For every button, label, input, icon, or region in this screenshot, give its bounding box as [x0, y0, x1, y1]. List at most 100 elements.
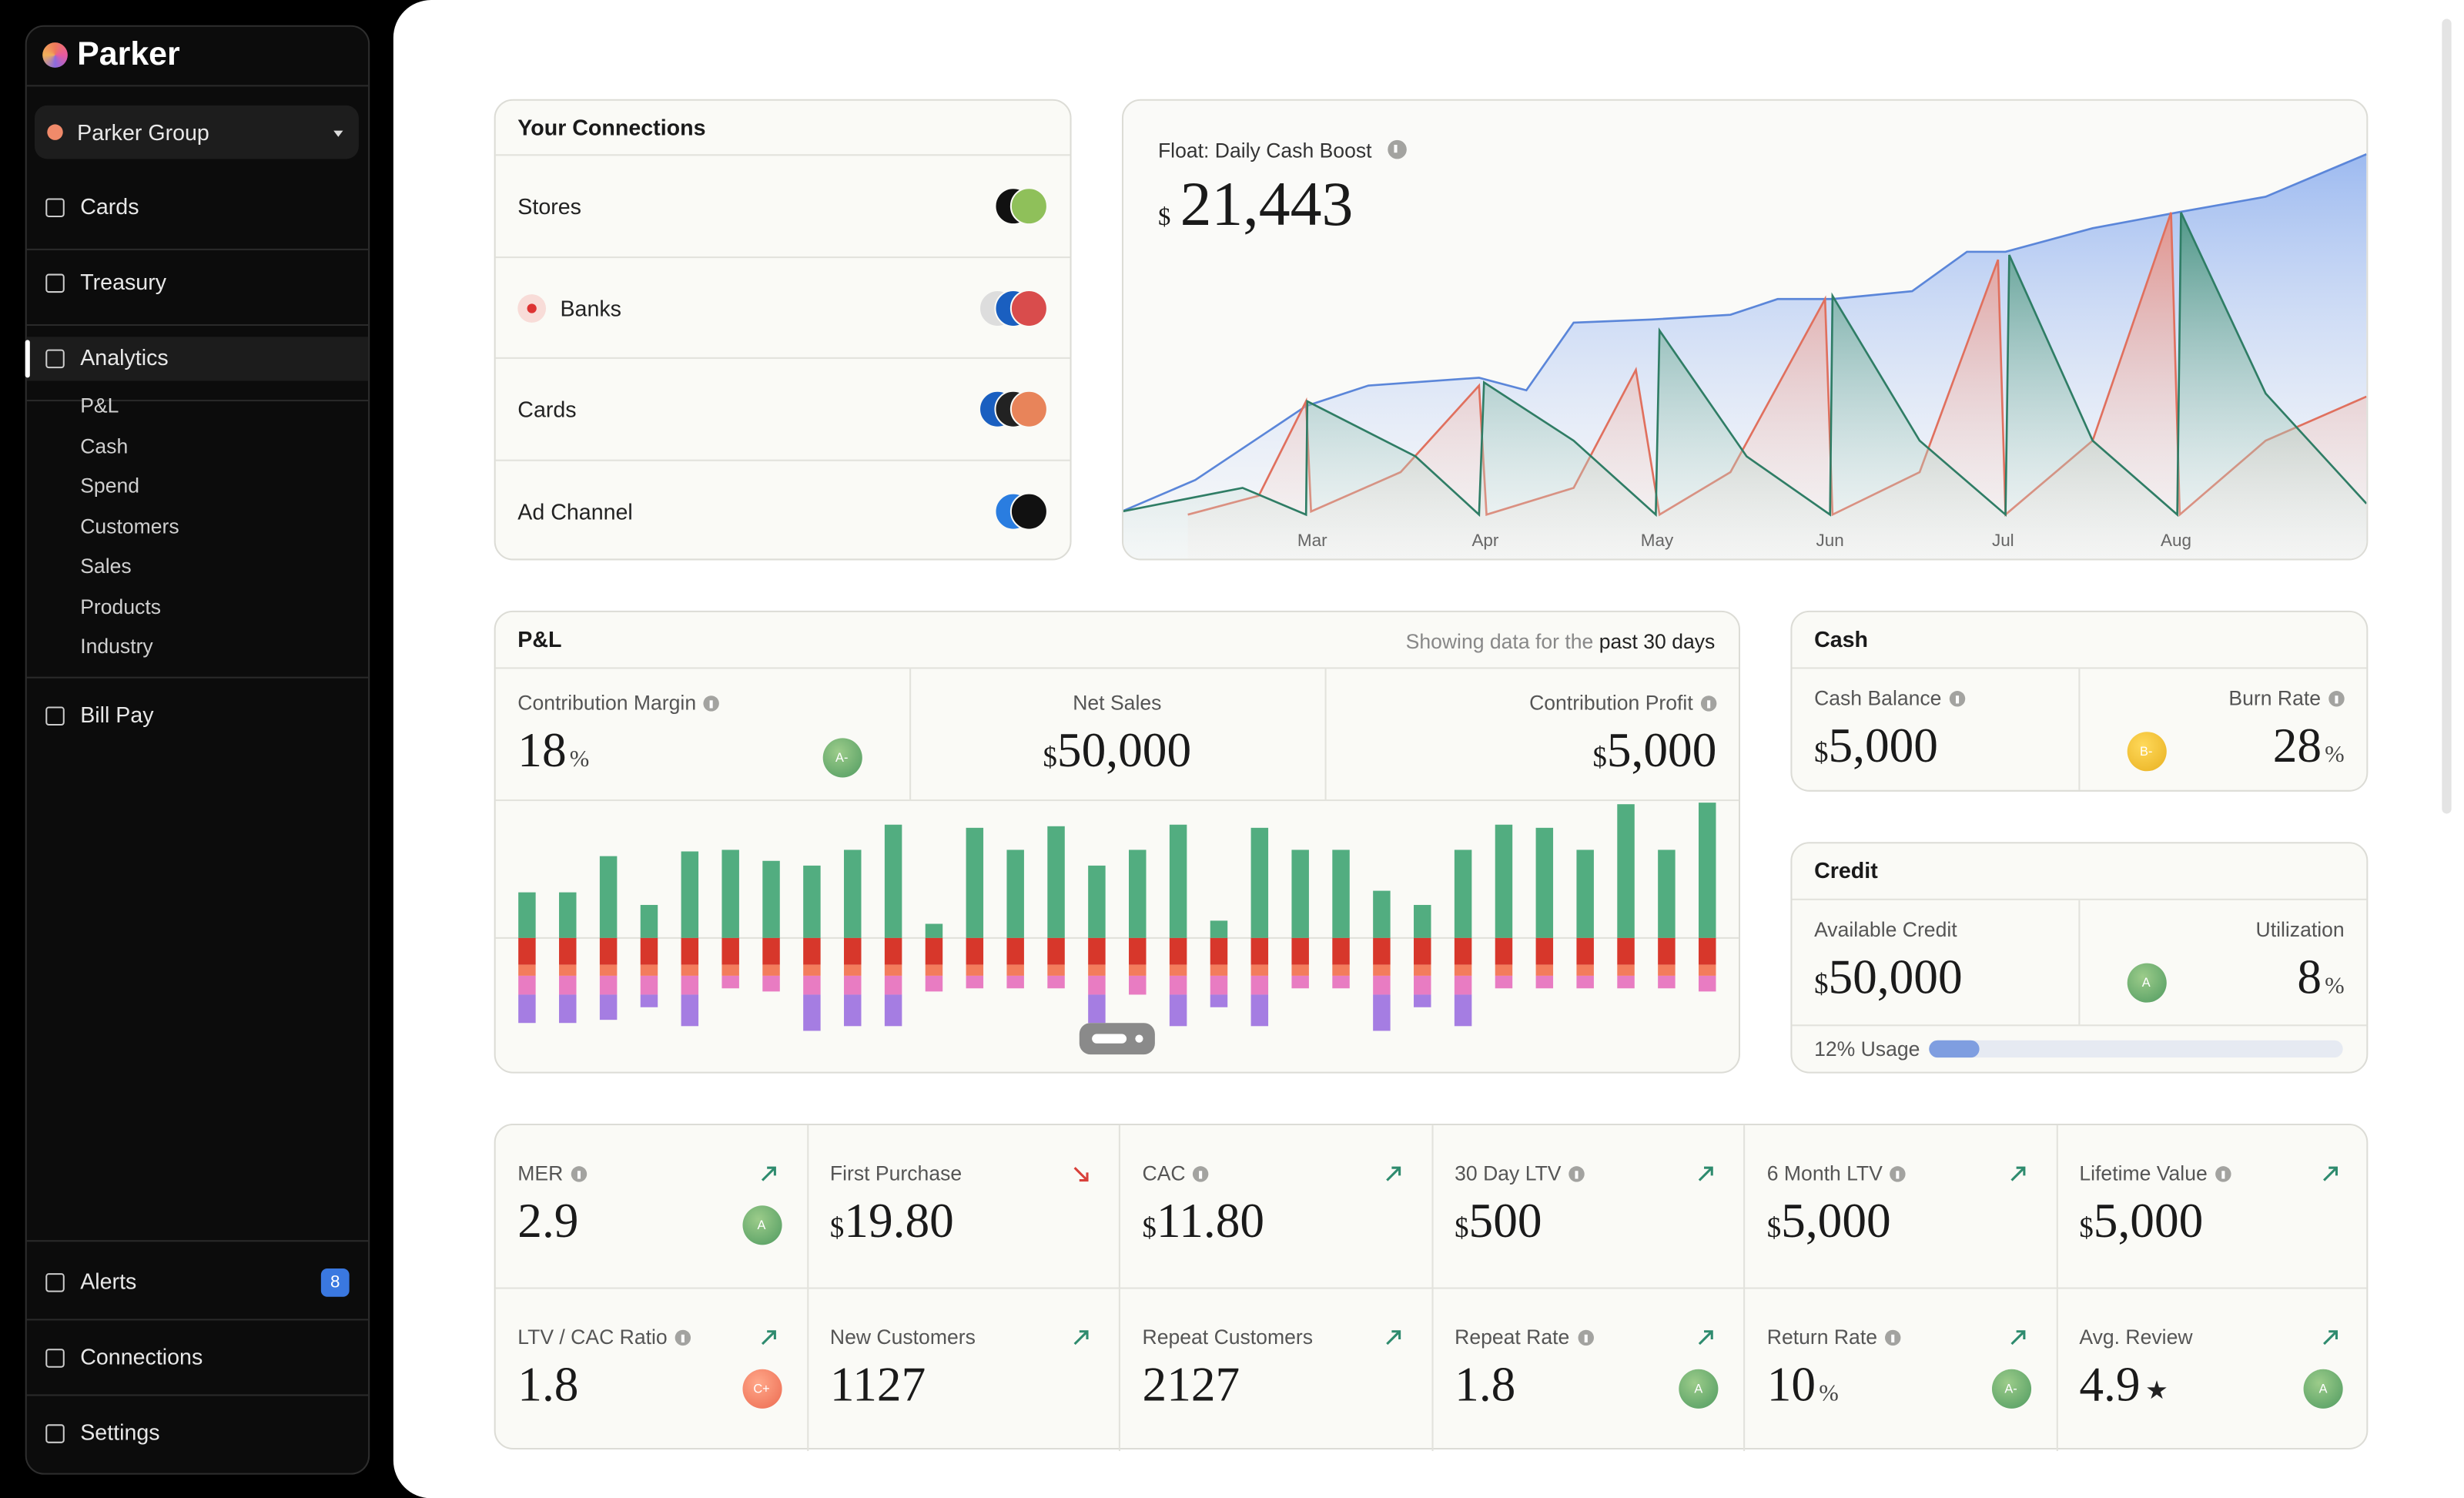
metric-label: MER	[517, 1161, 587, 1187]
info-icon[interactable]	[1890, 1166, 1907, 1182]
trend-arrow	[2010, 1330, 2026, 1346]
label-text: Available Credit	[1814, 917, 1957, 941]
arrow-head	[767, 1330, 776, 1339]
bar-segment	[884, 964, 902, 976]
bar-segment	[1535, 975, 1554, 989]
value: 19.80	[844, 1192, 954, 1248]
sub-nav-item[interactable]: Industry	[80, 634, 153, 659]
grade-badge: A	[1679, 1368, 1719, 1408]
divider	[26, 323, 369, 326]
bar-segment	[1373, 964, 1391, 976]
metric-label: Cash Balance	[1814, 686, 1966, 712]
connection-label[interactable]: Banks	[560, 295, 621, 320]
info-icon[interactable]	[1949, 691, 1966, 707]
pnl-card	[494, 610, 1741, 1074]
bar-segment	[1414, 904, 1431, 938]
info-icon[interactable]	[1700, 695, 1717, 712]
bar-segment	[1129, 850, 1147, 938]
sub-nav-item[interactable]: Products	[80, 594, 162, 618]
x-tick-label: Apr	[1471, 531, 1498, 550]
scrollbar[interactable]	[2442, 18, 2452, 814]
bar-segment	[1373, 937, 1391, 965]
metric-label: Burn Rate	[2228, 686, 2345, 712]
trend-arrow	[1698, 1166, 1713, 1181]
bar-segment	[1454, 994, 1472, 1027]
info-icon[interactable]	[1387, 139, 1407, 159]
bar-segment	[1454, 964, 1472, 976]
sub-nav-item[interactable]: Customers	[80, 514, 179, 538]
bar-segment	[1617, 937, 1635, 965]
connection-label[interactable]: Cards	[517, 396, 577, 422]
bar-segment	[1047, 826, 1065, 938]
nav-item[interactable]: Analytics	[80, 344, 169, 370]
bar-segment	[518, 964, 536, 976]
info-icon[interactable]	[704, 695, 720, 712]
value: 28	[2272, 717, 2322, 773]
info-icon[interactable]	[2328, 691, 2345, 707]
bar-segment	[1169, 994, 1187, 1027]
sub-nav-item[interactable]: Spend	[80, 474, 140, 498]
divider	[2055, 1125, 2057, 1288]
info-icon[interactable]	[1885, 1329, 1901, 1346]
bar-segment	[1047, 964, 1065, 976]
bar-segment	[640, 937, 658, 965]
arrow-shaft	[1073, 1330, 1089, 1346]
bar-segment	[1332, 850, 1350, 938]
divider	[495, 667, 1739, 669]
metric-value: 2.9	[517, 1193, 578, 1250]
metric-label: Return Rate	[1767, 1325, 1901, 1351]
nav-item[interactable]: Settings	[80, 1419, 160, 1445]
sub-nav-item[interactable]: Cash	[80, 433, 129, 457]
connections-card	[494, 99, 1072, 561]
area-line	[1123, 153, 2367, 513]
arrow-head	[767, 1166, 776, 1176]
info-icon[interactable]	[2215, 1166, 2231, 1182]
unit: %	[569, 747, 590, 773]
info-icon[interactable]	[675, 1329, 691, 1346]
divider	[26, 400, 369, 402]
nav-item[interactable]: Connections	[80, 1344, 203, 1369]
scroll-handle[interactable]	[1079, 1023, 1155, 1055]
label-text: Return Rate	[1766, 1325, 1877, 1349]
divider	[2078, 669, 2081, 790]
arrow-head	[1079, 1330, 1089, 1339]
metric-value: 18%	[517, 722, 589, 789]
info-icon[interactable]	[571, 1166, 587, 1182]
trend-arrow	[1386, 1166, 1401, 1181]
usage-fill	[1929, 1040, 1979, 1058]
bar-segment	[1332, 975, 1350, 989]
divider	[26, 1394, 369, 1396]
card-title: Your Connections	[517, 115, 706, 140]
nav-item[interactable]: Cards	[80, 193, 139, 220]
org-select[interactable]	[34, 105, 359, 159]
grade-badge: A-	[1990, 1368, 2031, 1408]
divider	[495, 154, 1070, 156]
connection-label[interactable]: Stores	[517, 193, 581, 220]
nav-item[interactable]: Treasury	[80, 269, 167, 295]
arrow-head	[1391, 1166, 1401, 1176]
value: 5,000	[1828, 717, 1938, 773]
info-icon[interactable]	[1568, 1166, 1585, 1182]
nav-item[interactable]: Alerts	[80, 1268, 137, 1294]
label-text: Avg. Review	[2079, 1325, 2193, 1349]
value: 11.80	[1156, 1192, 1265, 1248]
nav-item[interactable]: Bill Pay	[80, 702, 154, 728]
trend-arrow	[2010, 1166, 2026, 1181]
note: Showing data for the	[1405, 629, 1594, 654]
metric-value: $5,000	[1592, 722, 1716, 786]
bar-segment	[966, 964, 984, 976]
info-icon[interactable]	[1577, 1329, 1593, 1346]
bar-segment	[1006, 964, 1024, 976]
sub-nav-item[interactable]: Sales	[80, 554, 132, 578]
x-tick-label: May	[1641, 531, 1674, 550]
bar-segment	[1414, 937, 1431, 965]
label-text: Lifetime Value	[2079, 1161, 2208, 1185]
bar-segment	[1291, 850, 1309, 938]
connection-label[interactable]: Ad Channel	[517, 498, 633, 524]
sub-nav-item[interactable]: P&L	[80, 393, 119, 417]
info-icon[interactable]	[1193, 1166, 1210, 1182]
bar-segment	[681, 851, 699, 938]
label-text: MER	[517, 1161, 564, 1185]
arrow-head	[1704, 1166, 1713, 1176]
